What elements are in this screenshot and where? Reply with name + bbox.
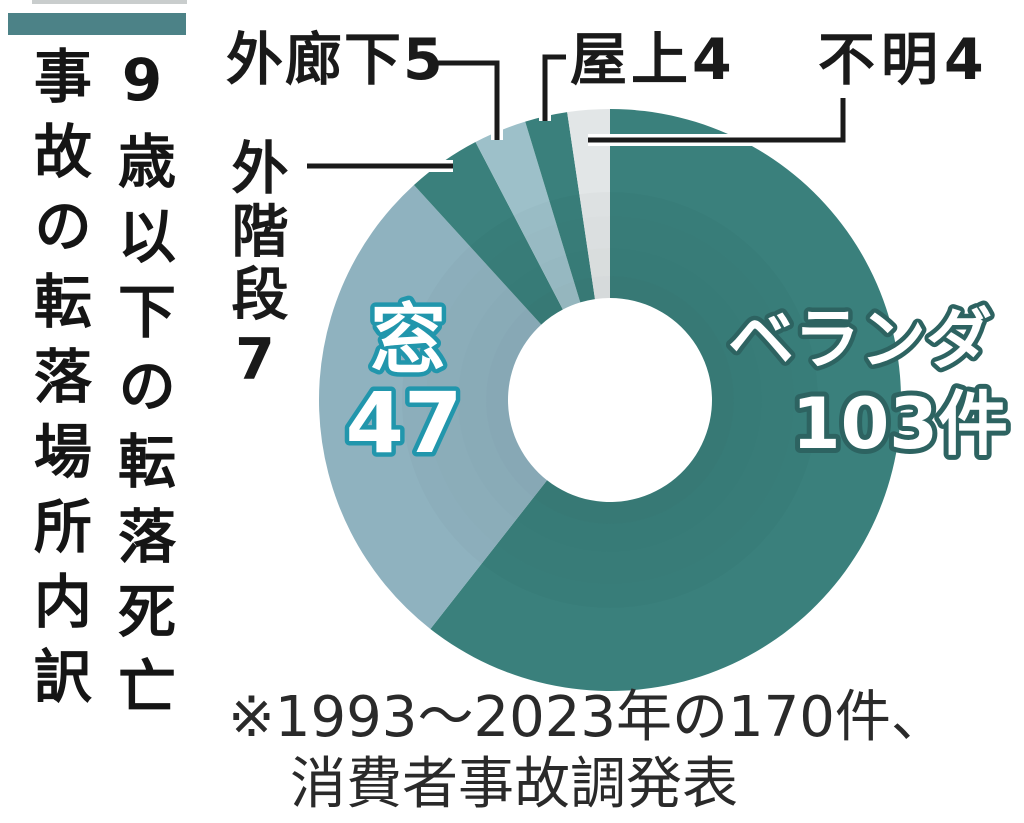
leader-rooftop bbox=[542, 54, 566, 121]
label-unknown-text: 不明 bbox=[818, 27, 944, 93]
donut-slice-3 bbox=[475, 121, 581, 310]
donut-slice-2 bbox=[413, 141, 563, 325]
label-outer-corridor: 外廊下5 bbox=[226, 27, 445, 93]
label-outer-corridor-value: 5 bbox=[403, 27, 445, 93]
label-window-value: 47 bbox=[346, 374, 463, 472]
top-gray-strip bbox=[32, 0, 187, 4]
label-rooftop: 屋上4 bbox=[570, 27, 736, 93]
leader-lines bbox=[307, 51, 849, 172]
label-veranda: ベランダ bbox=[728, 301, 992, 378]
label-outer-stairs: 外階段7 bbox=[222, 138, 288, 399]
donut-slice-4 bbox=[525, 112, 595, 303]
donut-slices bbox=[318, 109, 902, 691]
label-veranda-value: 103件 bbox=[792, 383, 1008, 465]
donut-slice-5 bbox=[567, 109, 610, 300]
leader-rooftop-casing bbox=[539, 51, 566, 121]
footnote-line2: 消費者事故調発表 bbox=[290, 752, 738, 818]
label-unknown-value: 4 bbox=[944, 27, 990, 93]
leader-outer-corridor bbox=[433, 60, 500, 140]
donut-slice-0 bbox=[430, 109, 902, 691]
label-outer-corridor-text: 外廊下 bbox=[226, 27, 403, 93]
footnote: ※1993〜2023年の170件、 消費者事故調発表 bbox=[228, 684, 947, 818]
label-rooftop-text: 屋上 bbox=[570, 27, 692, 93]
label-outer-stairs-text: 外階段 bbox=[222, 138, 288, 327]
label-window: 窓 bbox=[370, 295, 446, 384]
label-outer-stairs-value: 7 bbox=[222, 327, 288, 399]
footnote-line1: ※1993〜2023年の170件、 bbox=[228, 685, 947, 750]
chart-title: 9歳以下の転落死亡 事故の転落場所内訳 bbox=[23, 46, 176, 731]
label-rooftop-value: 4 bbox=[692, 27, 736, 93]
inner-ring-shading bbox=[458, 248, 762, 552]
title-accent-bar bbox=[8, 13, 186, 35]
donut-slice-1 bbox=[318, 184, 548, 629]
label-unknown: 不明4 bbox=[818, 27, 990, 93]
leader-unknown bbox=[588, 98, 846, 143]
